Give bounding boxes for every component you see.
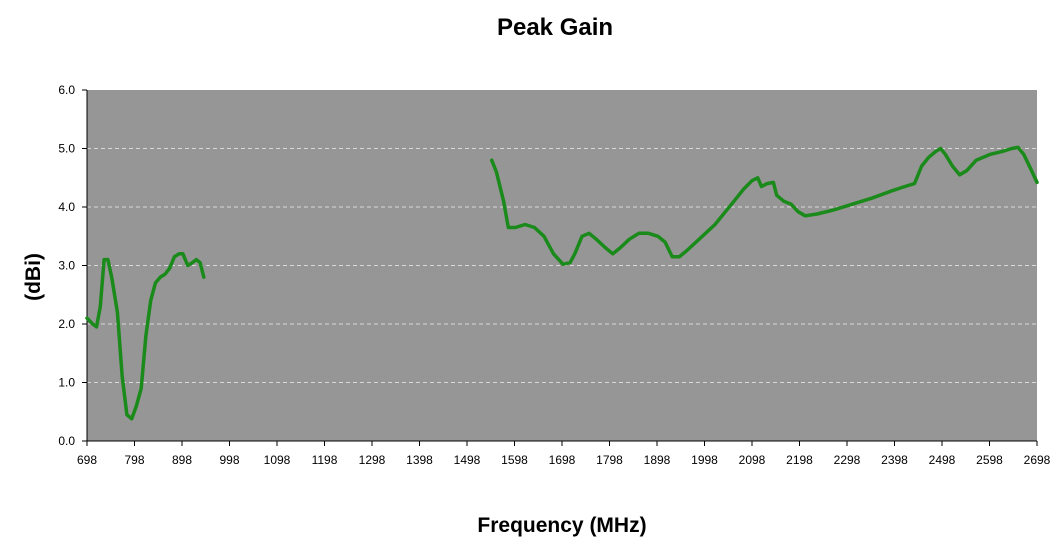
x-tick-label: 698 bbox=[77, 453, 97, 467]
x-tick-label: 1398 bbox=[406, 453, 433, 467]
x-tick-label: 2298 bbox=[834, 453, 861, 467]
x-tick-label: 998 bbox=[219, 453, 239, 467]
chart-title: Peak Gain bbox=[496, 14, 614, 41]
x-tick-label: 2498 bbox=[929, 453, 956, 467]
y-tick-label: 6.0 bbox=[58, 83, 75, 97]
x-tick-label: 798 bbox=[124, 453, 144, 467]
x-tick-label: 2398 bbox=[881, 453, 908, 467]
series-line bbox=[85, 252, 206, 421]
x-tick-label: 898 bbox=[172, 453, 192, 467]
y-tick-label: 3.0 bbox=[58, 259, 75, 273]
x-tick-label: 1098 bbox=[264, 453, 291, 467]
x-tick-label: 1698 bbox=[549, 453, 576, 467]
x-tick-label: 2598 bbox=[976, 453, 1003, 467]
y-tick-label: 5.0 bbox=[58, 142, 75, 156]
y-tick-label: 4.0 bbox=[58, 200, 75, 214]
x-tick-label: 1498 bbox=[454, 453, 481, 467]
series-line bbox=[489, 145, 1039, 267]
x-tick-label: 2098 bbox=[739, 453, 766, 467]
y-tick-label: 1.0 bbox=[58, 376, 75, 390]
x-tick-label: 1598 bbox=[501, 453, 528, 467]
x-tick-label: 1198 bbox=[312, 453, 338, 467]
x-axis-label: Frequency (MHz) bbox=[477, 514, 647, 537]
x-tick-label: 2198 bbox=[786, 453, 813, 467]
x-tick-label: 1898 bbox=[644, 453, 671, 467]
x-tick-label: 1298 bbox=[359, 453, 386, 467]
x-tick-label: 2698 bbox=[1024, 453, 1051, 467]
y-tick-label: 0.0 bbox=[58, 434, 75, 448]
x-tick-label: 1798 bbox=[596, 453, 623, 467]
x-tick-label: 1998 bbox=[691, 453, 718, 467]
y-tick-label: 2.0 bbox=[58, 317, 75, 331]
